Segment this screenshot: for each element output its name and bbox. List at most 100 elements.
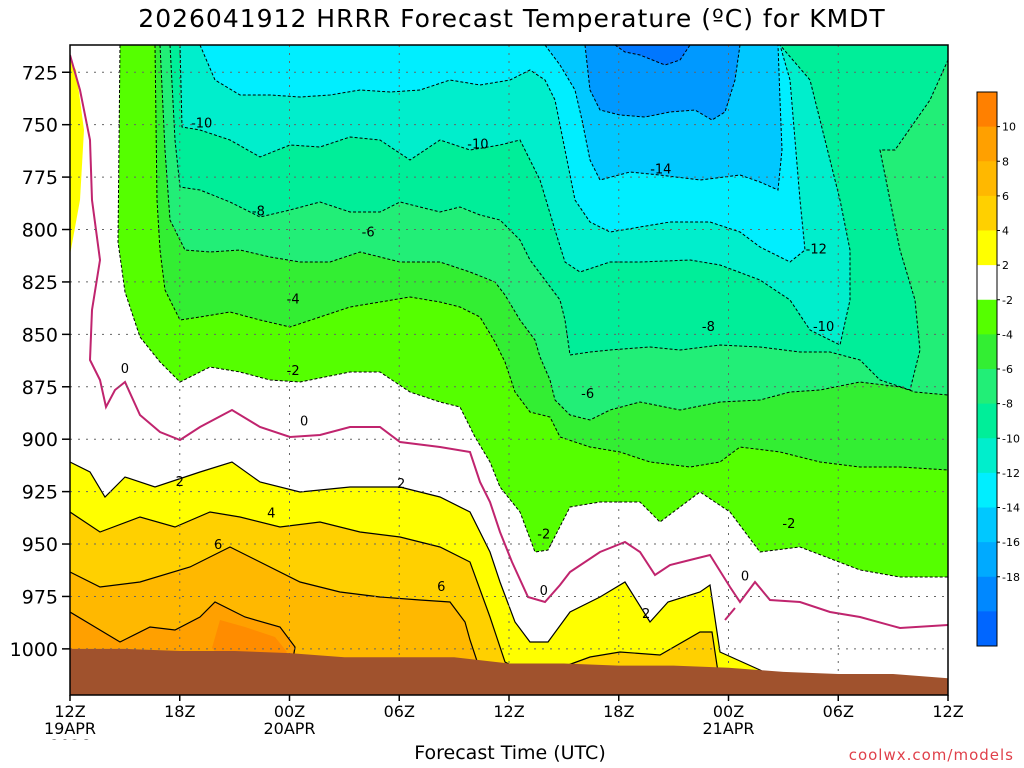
contour-label: -2	[287, 364, 300, 379]
contour-label: -6	[362, 226, 375, 241]
contour-label: -12	[806, 242, 827, 257]
x-tick-label: 06Z	[384, 702, 415, 721]
contour-label: -2	[782, 517, 795, 532]
contour-neg6	[159, 45, 948, 421]
band-cold-18-plus	[615, 45, 690, 65]
contour-label: -2	[537, 528, 550, 543]
y-tick-label: 750	[22, 115, 58, 137]
colorbar-swatch	[977, 195, 997, 231]
contour-label: 0	[300, 414, 308, 429]
chart-title: 2026041912 HRRR Forecast Temperature (ºC…	[138, 4, 886, 33]
colorbar-label: -2	[1002, 294, 1013, 307]
colorbar-label: -8	[1002, 398, 1013, 411]
contour-8	[70, 601, 296, 666]
colorbar-label: 4	[1002, 225, 1009, 238]
contour-label: -4	[287, 293, 300, 308]
band-warm-sliver	[70, 60, 84, 255]
contour-neg10	[179, 45, 851, 346]
colorbar-swatch	[977, 438, 997, 474]
contour-neg2	[117, 45, 948, 578]
colorbar-swatch	[977, 126, 997, 162]
colorbar-label: -18	[1002, 571, 1020, 584]
y-tick-label: 825	[22, 272, 58, 294]
contour-label: 0	[741, 569, 749, 584]
contour-neg14	[544, 45, 783, 191]
contour-label: 0	[121, 362, 129, 377]
colorbar-swatch	[977, 161, 997, 197]
y-tick-label: 800	[22, 220, 58, 242]
colorbar-legend: 10 8 6 4 2 -2 -4 -6 -8 -10 -12 -14 -16 -18	[976, 91, 1020, 647]
colorbar-swatch	[977, 611, 997, 647]
colorbar-label: 2	[1002, 259, 1009, 272]
contour-neg4	[154, 45, 948, 471]
y-tick-label: 850	[22, 324, 58, 346]
y-tick-label: 925	[22, 482, 58, 504]
colorbar-swatch	[977, 334, 997, 370]
y-axis: 725 750 775 800 825 850 875 900 925 950 975 1000	[10, 62, 70, 661]
x-tick-label: 19APR	[44, 719, 96, 738]
colorbar-label: 8	[1002, 155, 1009, 168]
band-cold-16-18	[585, 45, 740, 120]
contour-label: -10	[467, 138, 488, 153]
colorbar-swatch	[977, 472, 997, 508]
colorbar-swatch	[977, 542, 997, 578]
x-tick-label: 21APR	[702, 719, 754, 738]
y-tick-label: 775	[22, 167, 58, 189]
colorbar-swatch	[977, 576, 997, 612]
contour-label: -10	[813, 320, 834, 335]
contour-zero-line	[70, 54, 948, 630]
x-tick-label: 00Z	[274, 702, 305, 721]
y-tick-label: 725	[22, 62, 58, 84]
x-tick-label: 12Z	[932, 702, 963, 721]
contour-label: 0	[540, 584, 548, 599]
contour-label: 2	[397, 477, 405, 492]
x-tick-label: 00Z	[713, 702, 744, 721]
contour-label: -8	[702, 320, 715, 335]
x-tick-label: 12Z	[54, 702, 85, 721]
colorbar-swatch	[977, 265, 997, 301]
contour-labels: -10 -10 -14 -8 -6 -12 -4 -8 -10 -2 0 -6 0 2 2 4 -2 -2 6 0 6 0…	[121, 117, 834, 623]
colorbar-swatch	[977, 92, 997, 128]
contour-label: -14	[650, 163, 671, 178]
colorbar-label: -10	[1002, 432, 1020, 445]
colorbar-label: 6	[1002, 190, 1009, 203]
colorbar-label: 10	[1002, 121, 1016, 134]
colorbar-label: -16	[1002, 536, 1020, 549]
contour-label: 6	[437, 580, 445, 595]
x-tick-label: 2026	[50, 736, 91, 740]
y-tick-label: 975	[22, 586, 58, 608]
colorbar-swatch	[977, 369, 997, 405]
colorbar-swatch	[977, 403, 997, 439]
contour-label: 6	[214, 538, 222, 553]
colorbar-label: -4	[1002, 328, 1013, 341]
contour-neg8	[169, 45, 948, 391]
contour-2	[70, 461, 781, 681]
contour-zero-line-right	[724, 607, 736, 621]
contour-6	[70, 546, 481, 671]
x-tick-label: 06Z	[823, 702, 854, 721]
x-tick-label: 18Z	[603, 702, 634, 721]
y-tick-label: 875	[22, 377, 58, 399]
contour-neg12	[199, 45, 806, 263]
contour-label: -8	[252, 205, 265, 220]
credit-text: coolwx.com/models	[848, 746, 1014, 764]
terrain-below-ground	[70, 648, 948, 695]
colorbar-label: -6	[1002, 363, 1013, 376]
contour-neg18	[614, 45, 691, 66]
y-tick-label: 900	[22, 429, 58, 451]
y-tick-label: 950	[22, 534, 58, 556]
x-axis: 12Z19APR202618Z00Z20APR06Z12Z18Z00Z21APR…	[44, 695, 964, 740]
contour-label: -10	[191, 117, 212, 132]
y-tick-label: 1000	[10, 639, 58, 661]
x-tick-label: 20APR	[263, 719, 315, 738]
contour-label: 2	[642, 607, 650, 622]
x-axis-title: Forecast Time (UTC)	[414, 742, 606, 764]
colorbar-label: -12	[1002, 467, 1020, 480]
contour-label: 4	[267, 507, 275, 522]
colorbar-label: -14	[1002, 502, 1020, 515]
colorbar-swatch	[977, 507, 997, 543]
colorbar-swatch	[977, 299, 997, 335]
colorbar-swatch	[977, 230, 997, 266]
contour-label: -6	[581, 387, 594, 402]
